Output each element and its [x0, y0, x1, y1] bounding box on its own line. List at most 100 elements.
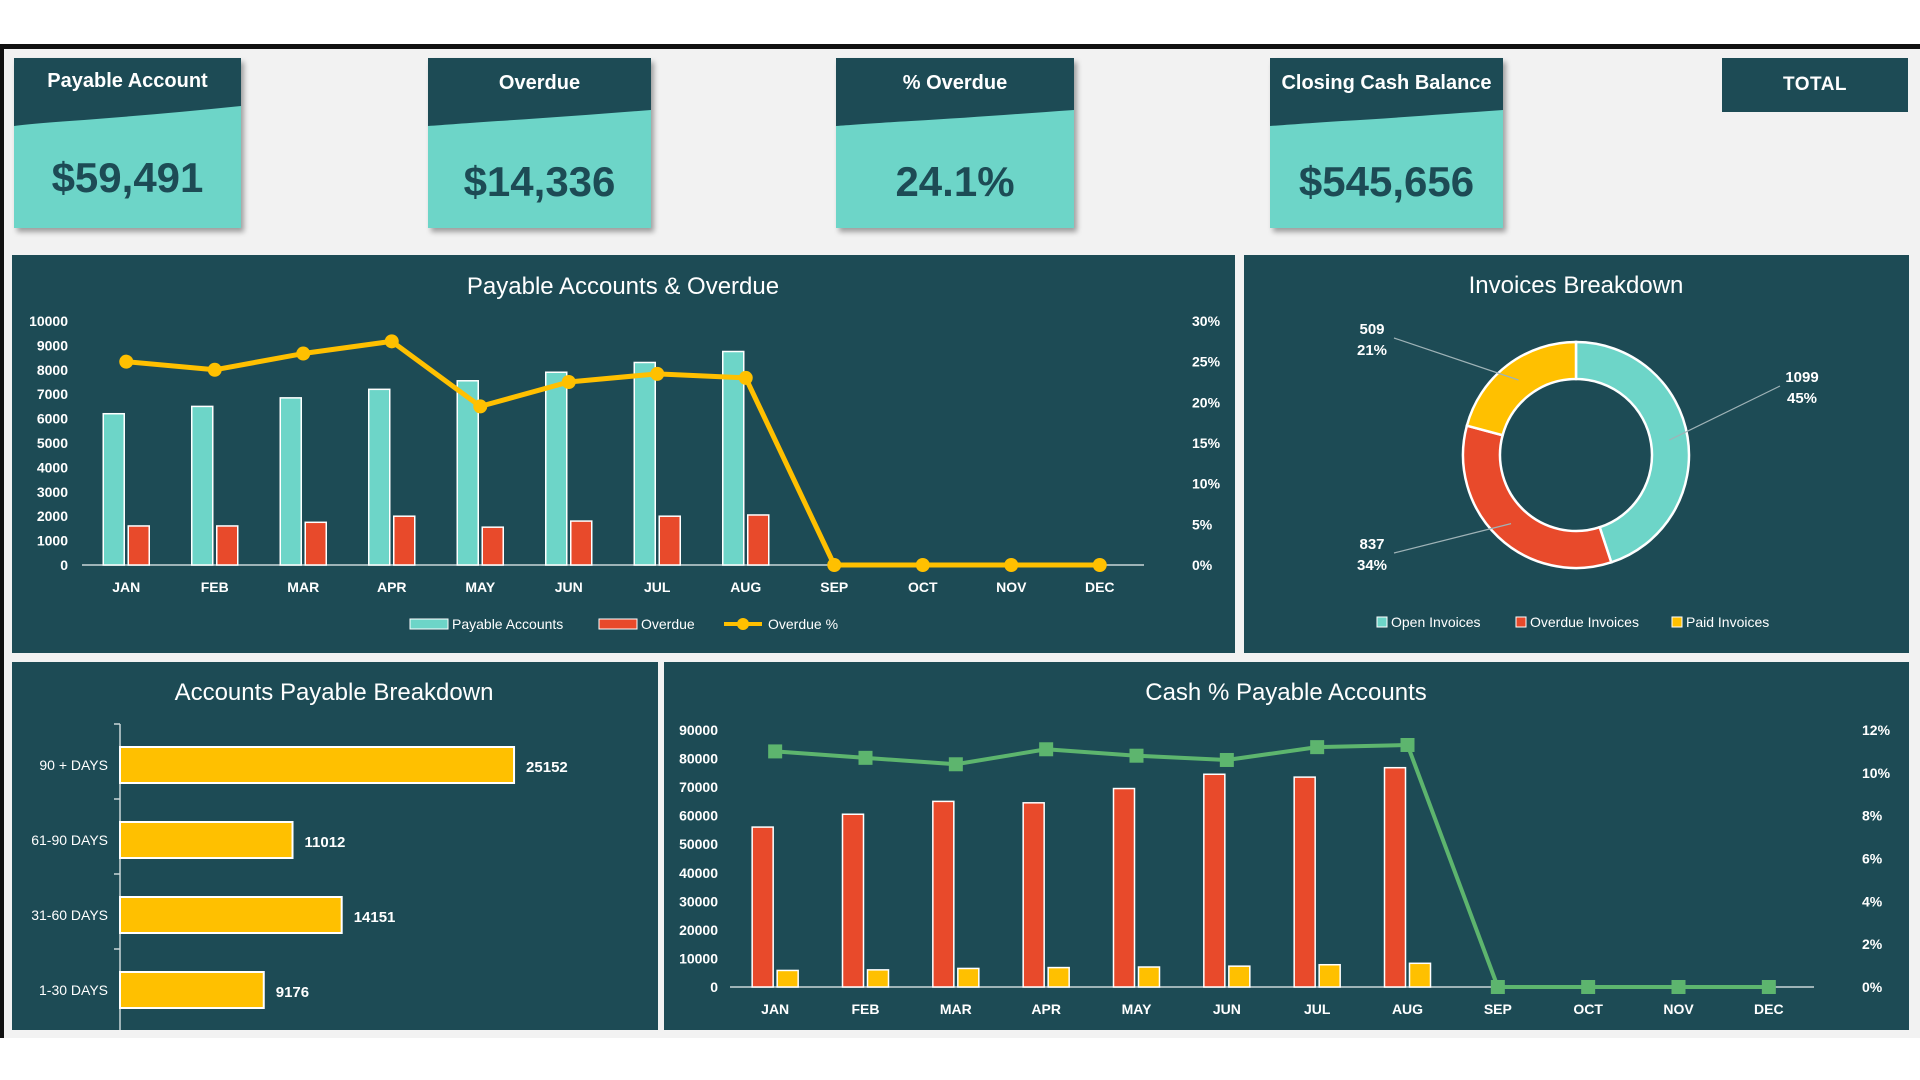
slice-percent-label: 21%: [1357, 342, 1387, 359]
point-cash-percent-payable: [948, 757, 963, 772]
y-tick-label: 61-90 DAYS: [31, 832, 108, 848]
legend-label: Payable Accounts: [452, 616, 563, 632]
y-right-tick-label: 4%: [1862, 893, 1883, 909]
point-cash-percent-payable: [1219, 752, 1234, 767]
bar-payable-accounts: [1137, 966, 1161, 988]
y-right-tick-label: 0%: [1862, 979, 1883, 995]
point-overdue-percent: [561, 375, 576, 389]
kpi-header-wave: [14, 58, 241, 126]
kpi-header-wave: [428, 58, 651, 126]
x-tick-label: FEB: [201, 579, 229, 595]
bar-payable-accounts: [776, 969, 799, 988]
bar-cash: [1383, 766, 1407, 988]
point-overdue-percent: [827, 558, 842, 572]
y-left-tick-label: 10000: [679, 950, 718, 966]
x-tick-label: JUL: [644, 579, 671, 595]
leader-line: [1393, 337, 1519, 381]
slice-value-label: 837: [1359, 536, 1384, 553]
point-cash-percent-payable: [1671, 980, 1686, 994]
y-left-tick-label: 10000: [29, 313, 68, 329]
point-overdue-percent: [473, 399, 488, 414]
point-cash-percent-payable: [1039, 742, 1054, 757]
point-overdue-percent: [384, 334, 399, 349]
bar-payable-accounts: [1228, 965, 1251, 988]
bar-payable-accounts: [722, 350, 745, 566]
bar-ap-bucket: [119, 821, 294, 859]
bar-value-label: 14151: [354, 909, 396, 926]
bar-ap-bucket: [119, 746, 516, 784]
y-left-tick-label: 70000: [679, 779, 718, 795]
bar-ap-bucket: [119, 971, 265, 1009]
chart-title: Invoices Breakdown: [1469, 272, 1684, 299]
bar-cash: [751, 826, 774, 988]
y-left-tick-label: 8000: [37, 362, 68, 378]
bar-payable-accounts: [456, 380, 479, 566]
y-right-tick-label: 10%: [1862, 765, 1891, 781]
kpi-value: $14,336: [463, 158, 616, 205]
y-left-tick-label: 1000: [37, 533, 68, 549]
point-cash-percent-payable: [1581, 980, 1596, 994]
legend-swatch-marker: [737, 618, 749, 630]
kpi-title: Overdue: [498, 72, 581, 94]
bar-cash: [932, 800, 955, 988]
total-button[interactable]: TOTAL: [1722, 58, 1908, 112]
x-tick-label: OCT: [1573, 1001, 1603, 1017]
kpi-title: Closing Cash Balance: [1281, 72, 1492, 94]
y-left-tick-label: 6000: [37, 411, 68, 427]
y-left-tick-label: 80000: [679, 751, 718, 767]
frame-top-border: [0, 44, 1920, 49]
bar-cash: [1022, 802, 1045, 988]
point-overdue-percent: [738, 370, 753, 385]
y-tick-label: 90 + DAYS: [39, 757, 108, 773]
chart-title: Accounts Payable Breakdown: [175, 679, 494, 706]
kpi-value: $59,491: [51, 154, 204, 201]
chart-title: Cash % Payable Accounts: [1145, 679, 1427, 706]
point-cash-percent-payable: [768, 744, 783, 759]
donut-slice: [1574, 340, 1691, 564]
y-right-tick-label: 30%: [1192, 313, 1221, 329]
bar-cash: [1112, 787, 1136, 988]
kpi-title: Payable Account: [47, 70, 208, 92]
point-overdue-percent: [1004, 558, 1019, 572]
bar-payable-accounts: [957, 967, 980, 988]
x-tick-label: NOV: [1663, 1001, 1694, 1017]
slice-percent-label: 34%: [1357, 557, 1387, 574]
x-tick-label: MAR: [940, 1001, 972, 1017]
donut-slice: [1465, 340, 1578, 437]
bar-value-label: 25152: [526, 759, 568, 776]
bar-payable-accounts: [102, 412, 125, 566]
ap-breakdown-chart: Accounts Payable Breakdown 90 + DAYS 25152…: [31, 679, 568, 1030]
legend-swatch: [598, 618, 638, 630]
chart-title: Payable Accounts & Overdue: [467, 273, 779, 300]
bar-overdue: [393, 515, 416, 566]
y-left-tick-label: 40000: [679, 865, 718, 881]
bar-overdue: [304, 521, 327, 566]
x-tick-label: OCT: [908, 579, 938, 595]
line-cash-percent-payable: [775, 742, 1769, 989]
y-left-tick-label: 5000: [37, 435, 68, 451]
kpi-header-wave: [836, 58, 1074, 126]
y-tick-label: 31-60 DAYS: [31, 907, 108, 923]
x-tick-label: DEC: [1085, 579, 1115, 595]
point-cash-percent-payable: [1761, 980, 1776, 994]
donut-slice: [1461, 424, 1613, 570]
bar-payable-accounts: [368, 388, 391, 566]
bar-value-label: 9176: [276, 984, 309, 1001]
slice-percent-label: 45%: [1787, 390, 1817, 407]
ap-breakdown-panel: Accounts Payable Breakdown 90 + DAYS 25152…: [12, 662, 658, 1030]
y-right-tick-label: 0%: [1192, 557, 1213, 573]
legend-swatch: [1376, 616, 1388, 628]
y-left-tick-label: 30000: [679, 893, 718, 909]
y-left-tick-label: 9000: [37, 337, 68, 353]
y-left-tick-label: 0: [60, 557, 68, 573]
x-tick-label: APR: [377, 579, 407, 595]
point-overdue-percent: [207, 362, 222, 377]
y-left-tick-label: 20000: [679, 922, 718, 938]
legend-label: Overdue Invoices: [1530, 614, 1639, 630]
legend-label: Open Invoices: [1391, 614, 1481, 630]
y-left-tick-label: 7000: [37, 386, 68, 402]
y-right-tick-label: 6%: [1862, 851, 1883, 867]
line-overdue-percent: [126, 338, 1100, 568]
frame-left-border: [0, 44, 4, 1038]
y-right-tick-label: 25%: [1192, 354, 1221, 370]
